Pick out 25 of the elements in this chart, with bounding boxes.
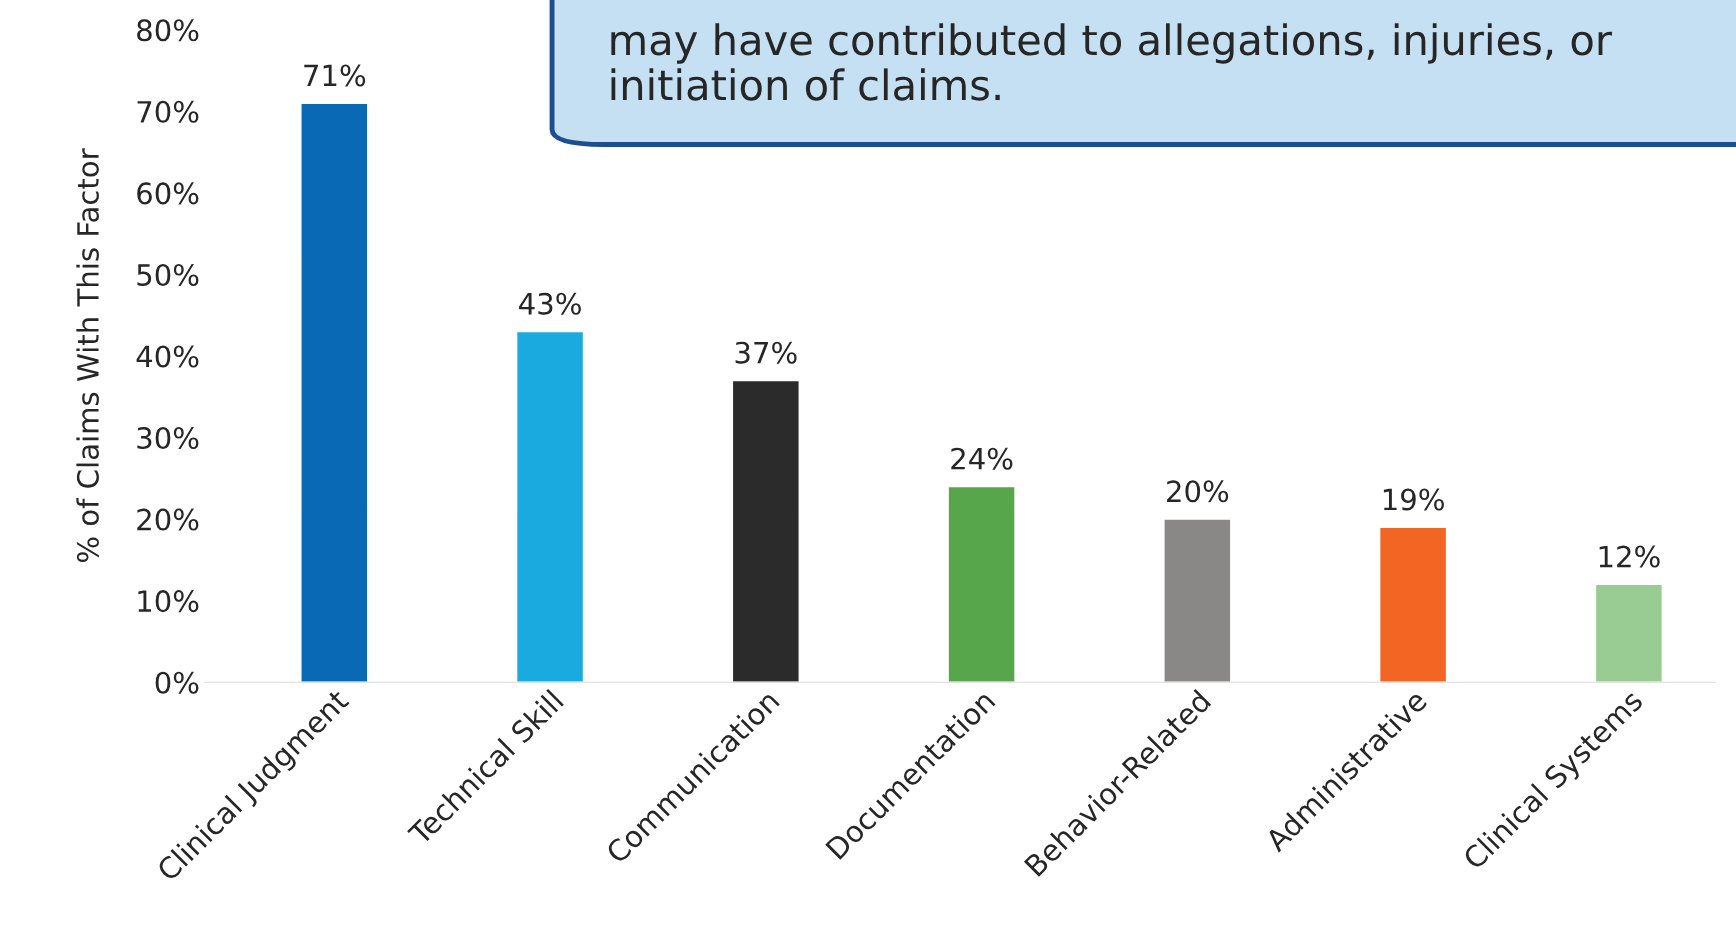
y-tick-label: 60% <box>137 182 199 205</box>
data-label: 43% <box>519 292 581 315</box>
data-label: 37% <box>735 341 797 364</box>
bar <box>300 102 369 683</box>
bar <box>947 485 1016 683</box>
y-tick-label: 0% <box>155 671 199 694</box>
y-tick-label: 80% <box>137 19 199 42</box>
y-tick-label: 70% <box>137 100 199 123</box>
bar <box>1378 526 1448 683</box>
y-tick-label: 10% <box>138 590 199 613</box>
bar <box>1163 518 1232 683</box>
data-label: 12% <box>1599 545 1660 568</box>
data-label: 19% <box>1383 488 1444 511</box>
data-label: 20% <box>1167 480 1229 503</box>
y-tick-label: 30% <box>137 427 199 450</box>
bar <box>731 379 800 683</box>
data-label: 24% <box>951 447 1013 470</box>
data-label: 71% <box>304 64 366 87</box>
annotation: may have contributed to allegations, injuries, or initiation of claims. <box>611 23 1612 101</box>
y-axis-title: % of Claims With This Factor <box>76 148 99 563</box>
bar <box>515 330 585 683</box>
bar <box>1594 583 1664 683</box>
y-tick-label: 20% <box>137 508 199 531</box>
y-tick-label: 50% <box>137 263 199 286</box>
y-tick-label: 40% <box>136 345 199 368</box>
